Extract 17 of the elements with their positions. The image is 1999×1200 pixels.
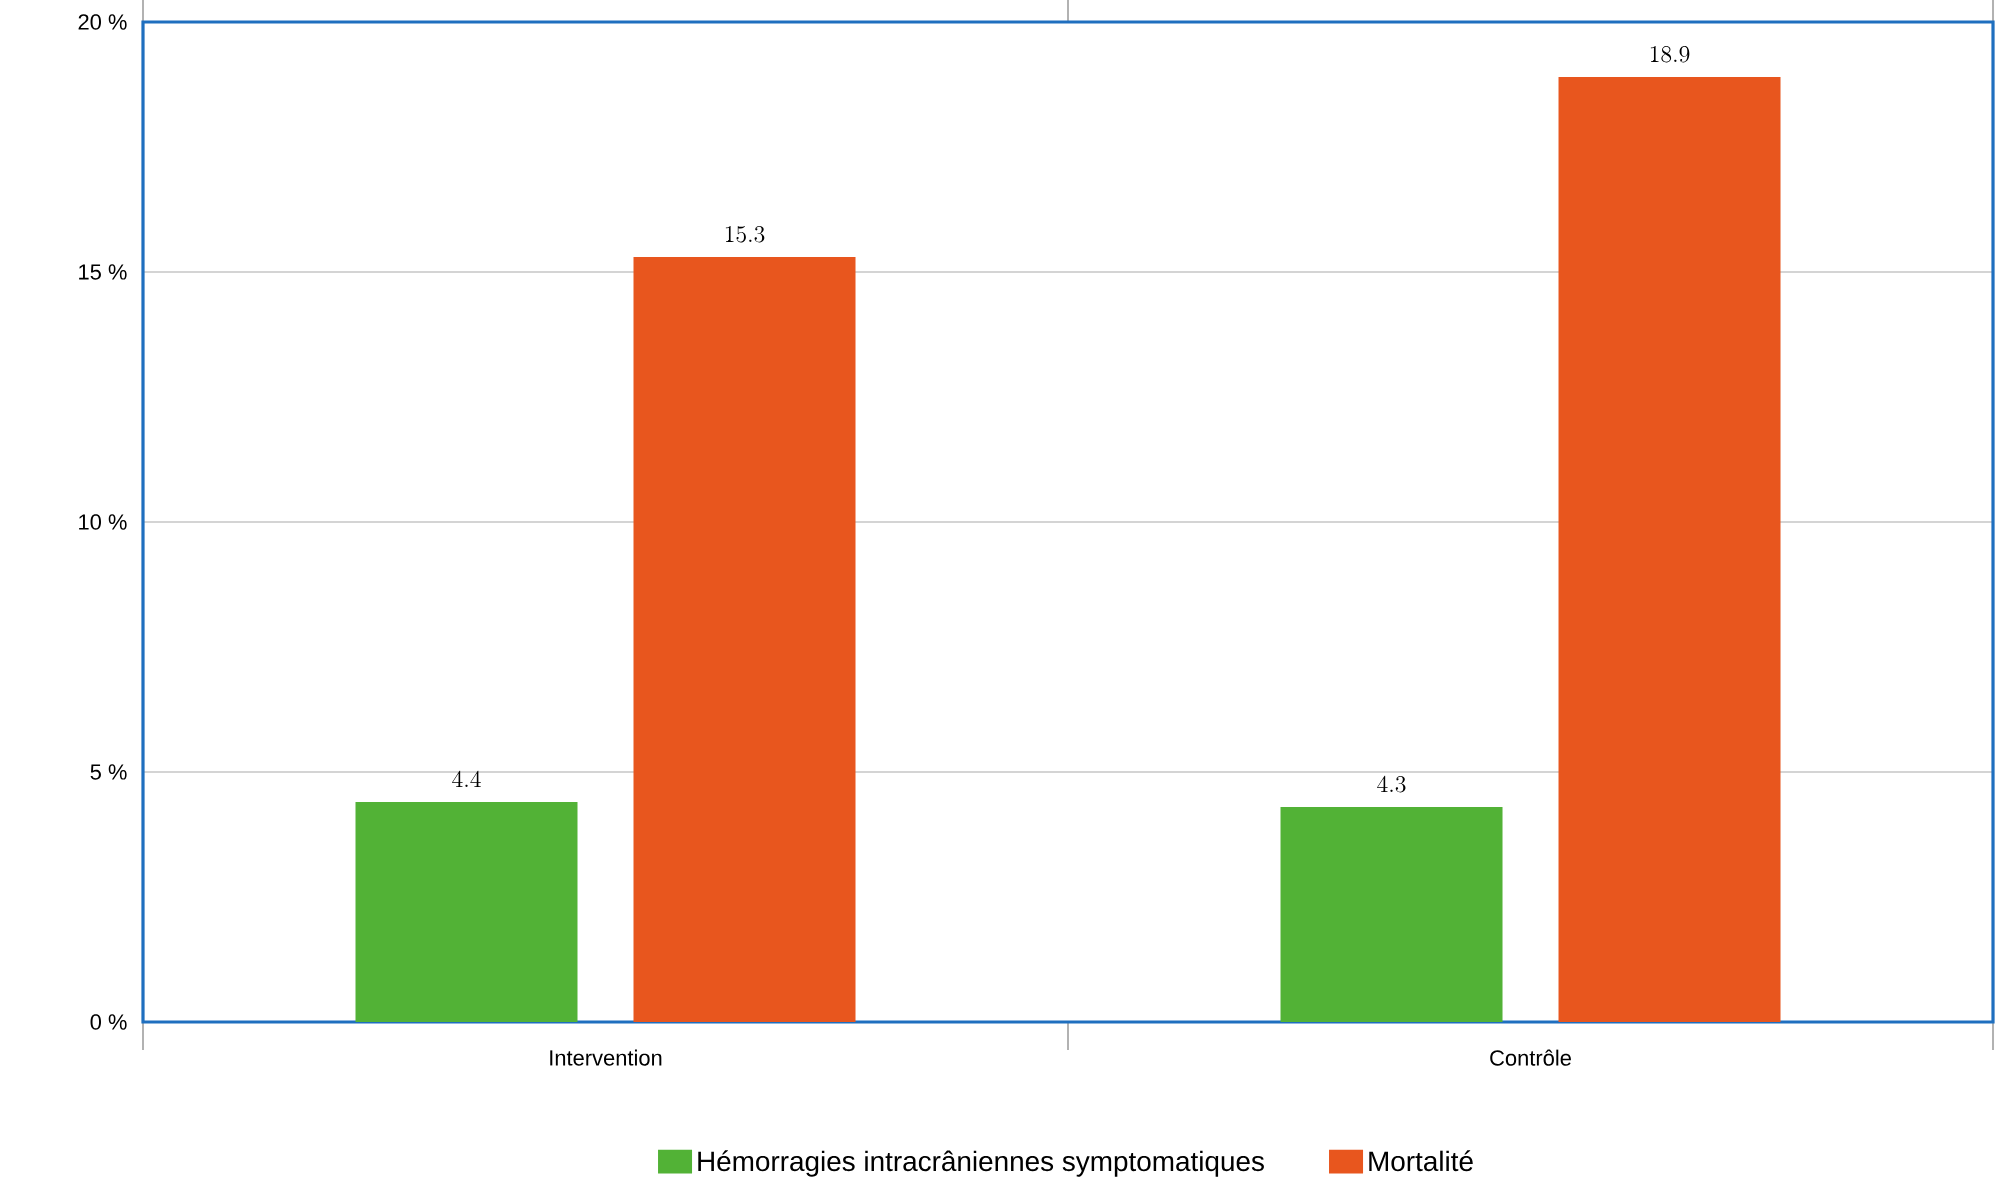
bar bbox=[633, 256, 856, 1022]
x-tick-label: Contrôle bbox=[1490, 1049, 1571, 1066]
y-tick-label: 10 % bbox=[79, 514, 127, 530]
y-tick-label: 5 % bbox=[90, 764, 127, 780]
legend-label: Hémorragies intracrâniennes symptomatiques bbox=[698, 1150, 1264, 1177]
y-tick-label: 0 % bbox=[90, 1014, 127, 1030]
y-tick-label: 15 % bbox=[79, 264, 127, 280]
data-label: 4.3 bbox=[1377, 775, 1406, 793]
bar bbox=[1280, 807, 1503, 1022]
legend-label: Mortalité bbox=[1369, 1150, 1473, 1172]
data-label: 15.3 bbox=[725, 226, 765, 243]
data-label: 4.4 bbox=[452, 770, 481, 787]
data-label: 18.9 bbox=[1650, 46, 1690, 63]
x-tick-label: Intervention bbox=[550, 1049, 662, 1066]
y-tick-label: 20 % bbox=[78, 14, 127, 30]
bar bbox=[355, 802, 578, 1022]
bar bbox=[1558, 76, 1781, 1022]
